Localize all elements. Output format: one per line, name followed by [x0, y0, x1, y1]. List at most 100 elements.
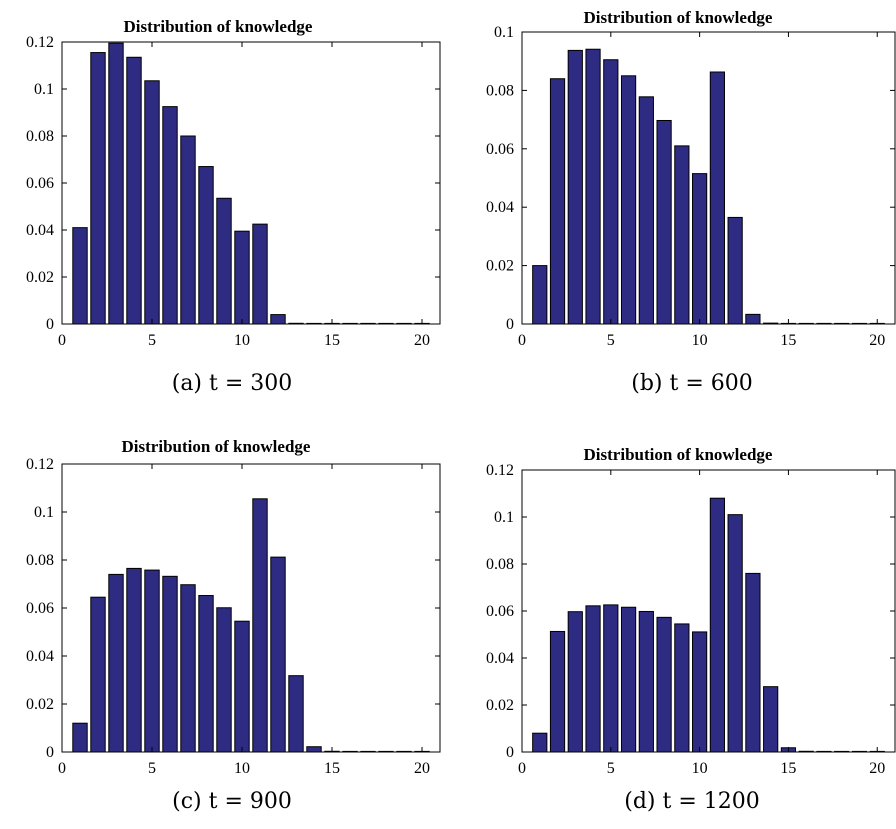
- panel-caption: (b) t = 600: [631, 371, 753, 396]
- bar: [692, 173, 708, 325]
- x-tick-label: 10: [234, 760, 250, 777]
- panel-b: Distribution of knowledge (b) t = 600 00…: [486, 8, 896, 396]
- bar: [126, 567, 142, 753]
- bar: [198, 166, 214, 325]
- x-tick-label: 5: [607, 760, 615, 777]
- bar: [567, 49, 583, 325]
- chart-title: Distribution of knowledge: [122, 437, 311, 456]
- bar: [216, 197, 232, 325]
- x-tick-label: 20: [414, 760, 430, 777]
- bar: [270, 314, 286, 325]
- y-tick-label: 0: [506, 316, 514, 333]
- y-tick-label: 0: [46, 744, 54, 761]
- x-tick-label: 10: [692, 760, 708, 777]
- y-tick-label: 0.12: [26, 34, 54, 51]
- bar: [727, 514, 743, 753]
- bar: [638, 96, 654, 325]
- panel-caption: (d) t = 1200: [624, 789, 760, 814]
- bar: [360, 322, 376, 325]
- y-tick-label: 0.02: [26, 269, 54, 286]
- y-tick-label: 0.02: [26, 696, 54, 713]
- bar: [342, 750, 358, 753]
- bar: [270, 556, 286, 753]
- bar: [378, 750, 394, 753]
- bar: [288, 322, 304, 325]
- panel-c: Distribution of knowledge (c) t = 900 00…: [26, 437, 441, 814]
- y-tick-label: 0.06: [26, 600, 54, 617]
- y-tick-label: 0.08: [486, 556, 514, 573]
- bar: [144, 80, 160, 325]
- x-tick-label: 15: [324, 332, 340, 349]
- bar: [144, 569, 160, 753]
- y-tick-label: 0.1: [34, 504, 54, 521]
- y-tick-label: 0.04: [26, 648, 54, 665]
- panel-d: Distribution of knowledge (d) t = 1200 0…: [486, 445, 896, 814]
- bar: [378, 322, 394, 325]
- bar: [834, 322, 850, 325]
- y-tick-label: 0.1: [34, 81, 54, 98]
- bar: [396, 750, 412, 753]
- bar: [798, 750, 814, 753]
- panel-caption: (c) t = 900: [172, 789, 292, 814]
- bar: [108, 42, 124, 325]
- bar: [288, 675, 304, 753]
- bar: [342, 322, 358, 325]
- bar: [567, 611, 583, 753]
- bar: [585, 605, 601, 753]
- panel-a: Distribution of knowledge (a) t = 300 00…: [26, 17, 441, 396]
- bar: [851, 322, 868, 325]
- bar: [162, 575, 178, 753]
- bar: [306, 746, 322, 753]
- x-tick-label: 5: [607, 332, 615, 349]
- bar: [549, 630, 566, 753]
- bar: [745, 572, 761, 753]
- y-tick-label: 0.12: [26, 456, 54, 473]
- bar: [72, 722, 88, 753]
- bar: [72, 227, 88, 325]
- bar: [306, 322, 322, 325]
- x-tick-label: 5: [148, 332, 156, 349]
- bar: [603, 59, 619, 325]
- bar: [549, 78, 566, 325]
- bar: [620, 75, 637, 325]
- bar: [90, 52, 106, 325]
- bar: [162, 106, 178, 325]
- x-tick-label: 10: [692, 332, 708, 349]
- bar: [674, 145, 690, 325]
- bar: [216, 607, 232, 753]
- bar: [709, 497, 725, 753]
- panel-caption: (a) t = 300: [172, 371, 293, 396]
- y-tick-label: 0.06: [486, 603, 514, 620]
- bar: [198, 595, 214, 753]
- bar: [798, 322, 814, 325]
- y-tick-label: 0.08: [26, 128, 54, 145]
- bar: [126, 56, 142, 325]
- chart-title: Distribution of knowledge: [124, 17, 313, 36]
- chart-title: Distribution of knowledge: [584, 445, 773, 464]
- x-tick-label: 15: [324, 760, 340, 777]
- x-tick-label: 0: [518, 332, 526, 349]
- y-tick-label: 0.06: [486, 141, 514, 158]
- y-tick-label: 0.06: [26, 175, 54, 192]
- x-tick-label: 20: [869, 760, 885, 777]
- bar: [396, 322, 412, 325]
- y-tick-label: 0.08: [486, 82, 514, 99]
- x-tick-label: 0: [58, 760, 66, 777]
- bar: [816, 750, 832, 753]
- bar: [108, 573, 124, 753]
- bar: [745, 313, 761, 325]
- bar: [585, 48, 601, 325]
- bar: [180, 584, 196, 753]
- bar: [252, 498, 268, 753]
- bar: [234, 620, 250, 753]
- bar: [692, 631, 708, 753]
- y-tick-label: 0.1: [494, 509, 514, 526]
- bar: [532, 732, 548, 753]
- x-tick-label: 15: [780, 760, 796, 777]
- bar: [851, 750, 868, 753]
- bar: [727, 216, 743, 325]
- bar: [816, 322, 832, 325]
- y-tick-label: 0.1: [494, 24, 514, 41]
- x-tick-label: 10: [234, 332, 250, 349]
- y-tick-label: 0.04: [486, 650, 514, 667]
